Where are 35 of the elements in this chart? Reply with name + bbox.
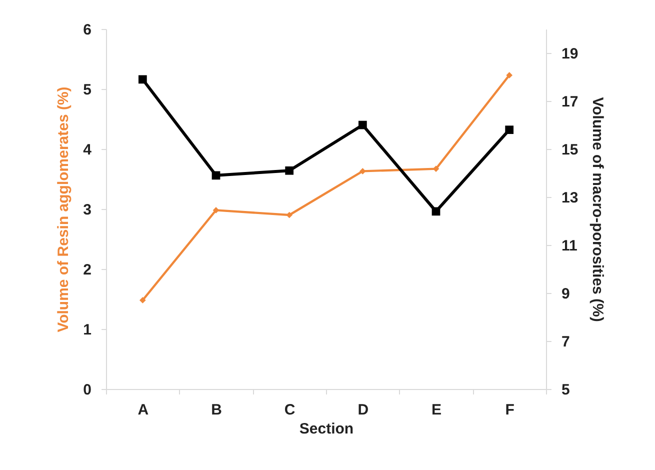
y2-tick-label: 5 <box>562 382 570 398</box>
y2-tick-label: 7 <box>562 334 570 350</box>
y-tick-label: 0 <box>83 382 92 398</box>
y2-tick-label: 17 <box>562 94 578 110</box>
point <box>506 72 512 78</box>
x-axis-title: Section <box>299 420 354 438</box>
y2-tick-label: 11 <box>562 238 578 254</box>
x-tick-label: C <box>284 402 296 418</box>
y2-tick-label: 13 <box>562 190 578 206</box>
x-tick-label: D <box>358 402 369 418</box>
y-tick-label: 3 <box>83 202 92 218</box>
y-tick-label: 4 <box>83 142 92 158</box>
point <box>505 126 514 134</box>
point <box>140 297 146 304</box>
y-tick-label: 6 <box>83 22 92 38</box>
y2-tick-label: 19 <box>562 46 578 62</box>
y-tick-label: 1 <box>83 322 92 338</box>
y-tick-label: 2 <box>83 262 92 278</box>
point <box>285 166 294 175</box>
y-axis-title: Volume of Resin agglomerates (%) <box>55 86 72 332</box>
point <box>432 207 440 216</box>
point <box>212 207 220 214</box>
x-tick-label: E <box>431 402 442 418</box>
y2-axis-title: Volume of macro-porosities (%) <box>589 97 606 322</box>
x-tick-label: B <box>211 402 222 418</box>
x-tick-label: A <box>138 402 149 418</box>
point <box>432 166 440 172</box>
y-tick-label: 5 <box>83 82 92 98</box>
point <box>286 212 292 218</box>
y2-tick-label: 15 <box>562 142 578 158</box>
point <box>212 171 220 180</box>
x-tick-label: F <box>505 402 514 418</box>
y2-tick-label: 9 <box>562 286 570 302</box>
point <box>138 75 147 84</box>
point <box>358 120 367 130</box>
